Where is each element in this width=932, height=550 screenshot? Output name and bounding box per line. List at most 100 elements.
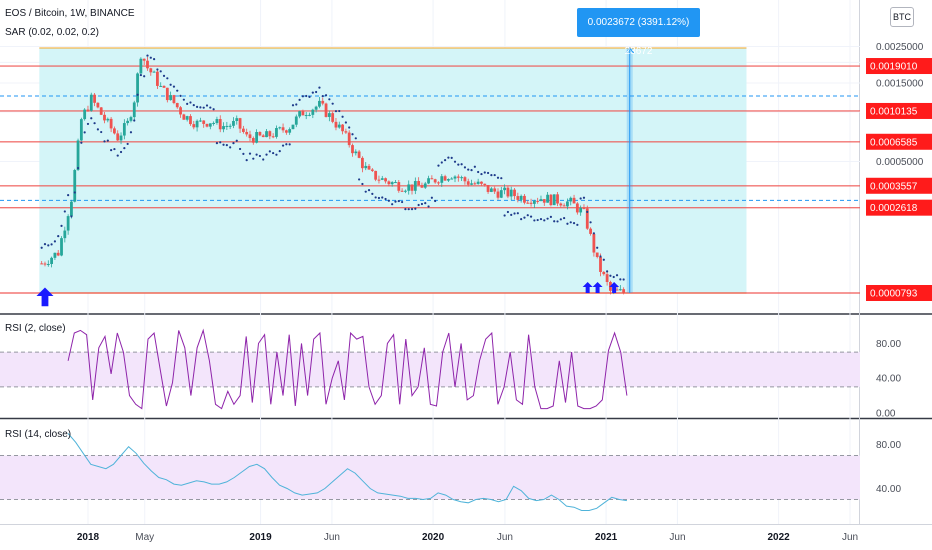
candle-body xyxy=(179,107,182,115)
level-label: 0.0003557 xyxy=(870,181,918,192)
sar-dot xyxy=(169,83,172,86)
sar-dot xyxy=(523,216,526,219)
candle-body xyxy=(496,191,500,198)
sar-dot xyxy=(245,159,248,162)
sar-dot xyxy=(510,213,513,216)
rsi-14-title: RSI (14, close) xyxy=(5,429,72,440)
candle-body xyxy=(572,197,576,204)
sar-dot xyxy=(146,54,149,57)
sar-dot xyxy=(579,197,582,200)
candle-body xyxy=(284,130,288,133)
candle-body xyxy=(152,71,156,73)
candle-body xyxy=(50,257,53,264)
sar-dot xyxy=(526,214,529,217)
candle-body xyxy=(351,145,354,154)
sar-dot xyxy=(377,196,381,200)
sar-dot xyxy=(90,117,93,120)
sar-dot xyxy=(513,212,516,215)
candle-body xyxy=(476,181,480,184)
sar-dot xyxy=(361,182,364,186)
price-pane[interactable] xyxy=(0,47,860,307)
sar-dot xyxy=(166,77,169,80)
sar-dot xyxy=(430,196,433,199)
sar-dot xyxy=(139,73,142,77)
sar-dot xyxy=(73,191,76,194)
candle-body xyxy=(324,103,328,117)
sar-dot xyxy=(222,143,225,146)
sar-dot xyxy=(189,101,192,104)
candle-body xyxy=(159,85,163,87)
x-tick-label: Jun xyxy=(669,532,685,543)
sar-dot xyxy=(172,85,176,88)
candle-body xyxy=(592,233,596,253)
sar-dot xyxy=(371,192,374,195)
currency-button[interactable]: BTC xyxy=(890,7,914,27)
candle-body xyxy=(506,187,510,197)
candle-body xyxy=(618,289,622,291)
sar-dot xyxy=(159,70,162,73)
candle-body xyxy=(394,182,397,184)
sar-dot xyxy=(123,147,126,150)
candle-body xyxy=(139,58,143,74)
rsi-14-pane[interactable] xyxy=(0,433,860,511)
sar-dot xyxy=(248,152,252,155)
candle-body xyxy=(198,120,202,122)
sar-dot xyxy=(57,235,60,238)
sar-dot xyxy=(533,219,536,222)
sar-dot xyxy=(129,131,133,134)
candle-body xyxy=(202,120,206,124)
candle-body xyxy=(241,128,245,132)
sar-dot xyxy=(493,173,496,177)
candle-body xyxy=(156,71,159,86)
candle-body xyxy=(559,203,563,206)
x-tick-label: 2020 xyxy=(422,532,445,543)
candle-body xyxy=(149,68,153,73)
candle-body xyxy=(43,263,47,265)
sar-dot xyxy=(295,103,298,106)
sar-dot xyxy=(106,139,109,142)
axes: 2018 May 2019 Jun 2020 Jun 2021 Jun 2022 Jun 0.002… xyxy=(77,42,932,543)
sar-dot xyxy=(582,196,586,199)
candle-body xyxy=(367,165,371,170)
candle-body xyxy=(96,102,100,108)
sar-dot xyxy=(424,202,427,205)
level-label-bg xyxy=(866,285,932,301)
sar-dot xyxy=(556,220,559,223)
candle-body xyxy=(304,115,308,117)
sar-dot xyxy=(460,163,463,166)
candle-body xyxy=(232,120,235,126)
level-label-bg xyxy=(866,58,932,75)
candle-body xyxy=(470,183,473,185)
x-tick-label: Jun xyxy=(497,532,513,543)
candle-body xyxy=(552,194,556,206)
sar-dot xyxy=(305,94,308,98)
sar-dot xyxy=(453,160,457,163)
sar-dot xyxy=(414,207,417,210)
signal-arrow xyxy=(582,282,593,293)
sar-dot xyxy=(268,150,271,153)
candle-body xyxy=(46,263,50,265)
candle-body xyxy=(556,194,559,204)
sar-dot xyxy=(387,199,390,202)
sar-dot xyxy=(133,119,136,122)
rsi-14-band xyxy=(0,455,860,500)
sar-dot xyxy=(480,172,483,176)
sar-dot xyxy=(596,246,599,249)
sar-dot xyxy=(572,222,576,225)
sar-dot xyxy=(536,218,539,222)
rsi-2-pane[interactable] xyxy=(0,328,860,410)
x-tick-label: Jun xyxy=(324,532,340,543)
candle-body xyxy=(308,114,311,116)
candle-body xyxy=(83,109,87,120)
candle-body xyxy=(311,109,315,115)
candle-body xyxy=(384,178,387,182)
level-label-bg xyxy=(866,102,932,119)
candle-body xyxy=(390,182,394,185)
sar-dot xyxy=(281,144,285,147)
candle-body xyxy=(364,165,368,169)
sar-dot xyxy=(205,104,209,107)
sar-dot xyxy=(367,189,371,192)
sar-dot xyxy=(318,86,321,89)
sar-dot xyxy=(179,94,182,98)
x-tick-label: May xyxy=(135,532,154,543)
